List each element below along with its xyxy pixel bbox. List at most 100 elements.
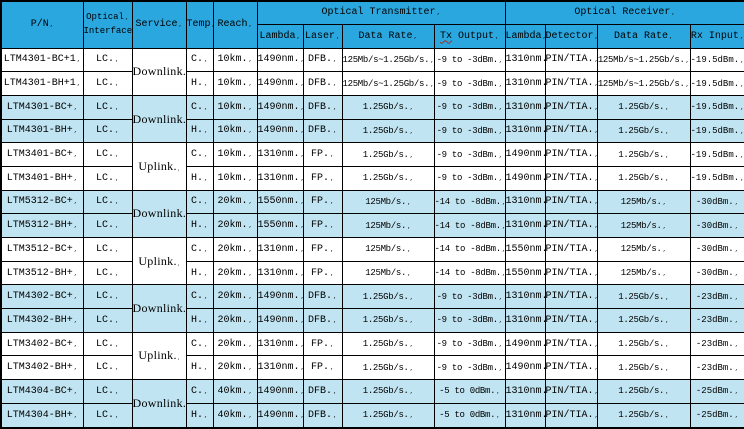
cell-temp: H.,	[185, 355, 214, 381]
paragraph-mark: ,	[496, 388, 500, 396]
table-row: LTM3512-BH+,LC.,H.,20km.,1310nm.,FP.,125…	[0, 260, 744, 286]
paragraph-mark: ,	[495, 32, 499, 40]
cell-rx-lambda-value: 1310nm.	[505, 196, 545, 208]
table-row: LTM5312-BH+,LC.,H.,20km.,1550nm.,FP.,125…	[0, 213, 744, 238]
cell-tx-output: -9 to -3dBm.,	[433, 71, 506, 96]
cell-laser-value: FP.	[311, 243, 330, 255]
cell-tx-output-value: -9 to -3dBm.	[436, 102, 499, 113]
paragraph-mark: ,	[409, 412, 414, 420]
table-row: LTM4301-BH+,LC.,H.,10km.,1490nm.,DFB.,1.…	[0, 118, 744, 144]
paragraph-mark: ,	[595, 80, 596, 87]
paragraph-mark: ,	[115, 198, 119, 206]
cell-rx-data-rate: 1.25Gb/s.,	[596, 142, 691, 167]
cell-service-value: Downlink.	[132, 206, 186, 221]
cell-detector-value: PIN/TIA.	[545, 125, 594, 137]
paragraph-mark: ,	[204, 387, 208, 395]
cell-rx-input-value: -19.5dBm.	[690, 78, 740, 89]
paragraph-mark: ,	[248, 387, 253, 395]
cell-tx-output-value: -14 to -8dBm.	[434, 196, 501, 207]
cell-optical-interface: LC.,	[82, 379, 133, 404]
cell-reach-value: 40km.	[217, 385, 248, 397]
table-row: LTM4302-BC+,LC.,Downlink.,C.,20km.,1490n…	[0, 284, 744, 333]
cell-rx-input-value: -23dBm.	[695, 315, 734, 326]
cell-rx-lambda: 1490nm.,	[504, 331, 546, 357]
paragraph-mark: ,	[734, 222, 739, 230]
cell-rx-input: -30dBm.,	[689, 237, 744, 262]
col-header-tx-output: Tx Output,	[433, 23, 506, 49]
cell-reach: 20km.,	[212, 213, 258, 238]
cell-tx-lambda: 1490nm.,	[256, 308, 304, 333]
paragraph-mark: ,	[430, 80, 434, 88]
paragraph-mark: ,	[595, 222, 596, 229]
paragraph-mark: ,	[496, 412, 500, 420]
cell-tx-data-rate: 1.25Gb/s.,	[341, 118, 435, 144]
cell-temp: C.,	[185, 189, 214, 215]
cell-reach-value: 20km.	[217, 338, 248, 350]
cell-tx-lambda: 1490nm.,	[256, 47, 304, 73]
paragraph-mark: ,	[665, 175, 669, 183]
paragraph-mark: ,	[301, 80, 302, 87]
header-group-row: P/N, Optical, Interface, Service, Temp, …	[0, 0, 744, 49]
paragraph-mark: ,	[595, 246, 596, 253]
cell-service: Uplink.,	[131, 331, 187, 381]
cell-rx-data-rate: 1.25Gb/s.,	[596, 331, 691, 357]
cell-optical-interface: LC.,	[82, 71, 133, 96]
paragraph-mark: ,	[734, 246, 739, 254]
cell-tx-data-rate: 1.25Gb/s.,	[341, 355, 435, 381]
cell-pn-value: LTM4301-BC+	[6, 101, 73, 113]
cell-pn: LTM5312-BC+,	[0, 189, 84, 215]
paragraph-mark: ,	[248, 127, 253, 135]
paragraph-mark: ,	[248, 103, 253, 111]
cell-optical-interface-value: LC.	[96, 149, 115, 161]
paragraph-mark: ,	[73, 316, 78, 324]
paragraph-mark: ,	[301, 127, 302, 134]
paragraph-mark: ,	[204, 245, 208, 253]
paragraph-mark: ,	[665, 341, 669, 349]
paragraph-mark: ,	[413, 32, 418, 40]
cell-rx-data-rate: 125Mb/s.,	[596, 237, 691, 262]
group-header-optical-transmitter: Optical Transmitter,	[256, 0, 506, 25]
cell-service: Uplink.,	[131, 142, 187, 191]
paragraph-mark: ,	[409, 364, 414, 372]
cell-reach-value: 10km.	[217, 125, 248, 137]
cell-tx-output: -9 to -3dBm.,	[433, 165, 506, 191]
cell-temp-value: H.	[191, 172, 204, 184]
cell-pn-value: LTM4301-BH+1	[3, 78, 76, 90]
cell-tx-data-rate-value: 125Mb/s.	[365, 196, 407, 207]
cell-optical-interface-value: LC.	[96, 291, 115, 303]
cell-reach-value: 10km.	[217, 54, 248, 66]
paragraph-mark: ,	[73, 222, 78, 230]
cell-reach: 10km.,	[212, 94, 258, 120]
cell-tx-data-rate-value: 1.25Gb/s.	[362, 386, 409, 397]
cell-rx-lambda: 1310nm.,	[504, 189, 546, 215]
cell-optical-interface: LC.,	[82, 118, 133, 144]
cell-laser-value: FP.	[311, 362, 330, 374]
paragraph-mark: ,	[301, 56, 302, 63]
cell-laser: DFB.,	[302, 284, 343, 310]
cell-optical-interface-value: LC.	[96, 338, 115, 350]
group-header-optical-receiver-label: Optical Receiver	[574, 7, 671, 19]
cell-tx-output: -9 to -3dBm.,	[433, 355, 506, 381]
cell-laser: FP.,	[302, 165, 343, 191]
paragraph-mark: ,	[178, 21, 183, 29]
cell-tx-data-rate: 1.25Gb/s.,	[341, 331, 435, 357]
cell-temp-value: C.	[191, 338, 204, 350]
cell-rx-lambda: 1310nm.,	[504, 284, 546, 310]
cell-pn: LTM4301-BC+,	[0, 94, 84, 120]
cell-rx-input: -23dBm.,	[689, 284, 744, 310]
table-row: LTM3401-BC+, LC., Uplink., C., 10km., 1310nm.…	[0, 142, 744, 191]
cell-pn: LTM4302-BC+,	[0, 284, 84, 310]
cell-tx-data-rate: 125Mb/s.,	[341, 213, 435, 238]
cell-tx-data-rate-value: 1.25Gb/s.	[362, 102, 409, 113]
paragraph-mark: ,	[502, 223, 504, 230]
cell-reach: 10km.,	[212, 165, 258, 191]
table-row: LTM4304-BC+,LC.,Downlink.,C.,40km.,1490n…	[0, 379, 744, 429]
cell-tx-lambda: 1550nm.,	[256, 189, 304, 215]
paragraph-mark: ,	[595, 388, 596, 395]
cell-rx-input: -19.5dBm.,	[689, 47, 744, 73]
cell-pn-value: LTM3512-BH+	[6, 267, 73, 279]
cell-rx-lambda: 1310nm.,	[504, 402, 546, 429]
cell-temp: C.,	[185, 379, 214, 404]
cell-tx-data-rate: 1.25Gb/s.,	[341, 94, 435, 120]
cell-service-value: Downlink.	[132, 396, 186, 411]
